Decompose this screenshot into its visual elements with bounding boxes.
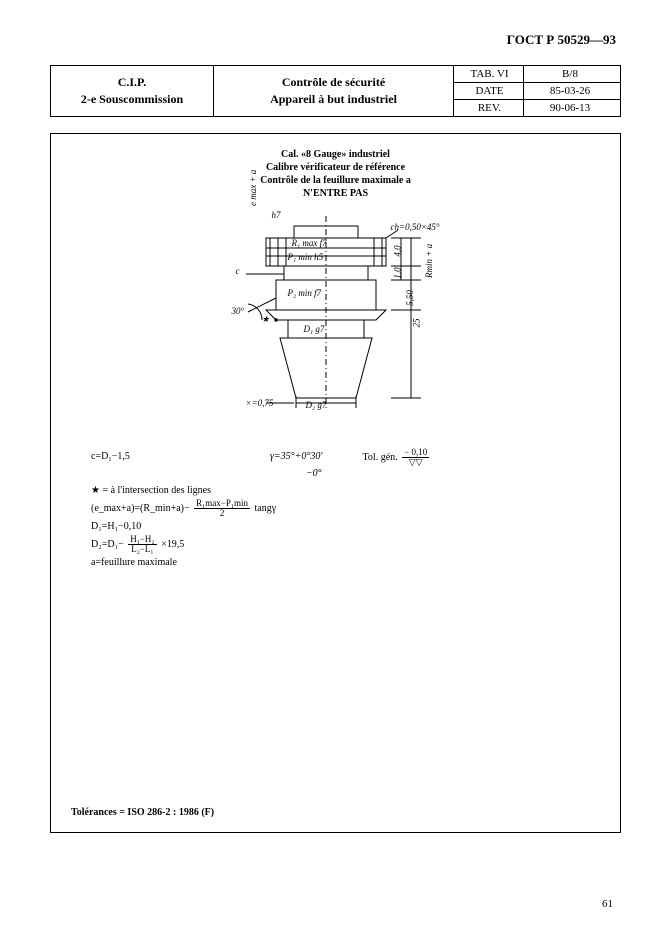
main-content-box: Cal. «8 Gauge» industriel Calibre vérifi… bbox=[50, 133, 621, 833]
caption-line3: Contrôle de la feuillure maximale a bbox=[260, 175, 411, 186]
label-p2min: P₂ min f7 bbox=[288, 288, 322, 298]
technical-diagram: e max + a h7 R₁ max f7 ch=0,50×45° P₁ mi… bbox=[206, 208, 466, 438]
label-emax: e max + a bbox=[248, 170, 258, 206]
header-left-cell: C.I.P. 2-e Souscommission bbox=[51, 66, 214, 117]
label-25: 25 bbox=[411, 319, 421, 328]
formula-row-1: c=D₁−1,5 γ=35°+0°30' −0° Tol. gén. − 0,1… bbox=[91, 448, 600, 482]
title-line2: Appareil à but industriel bbox=[270, 92, 397, 106]
document-id: ГОСТ Р 50529—93 bbox=[507, 32, 616, 48]
label-k075: ×=0,75 bbox=[246, 398, 274, 408]
gamma-text: γ=35°+0°30' bbox=[270, 451, 323, 462]
formula-block: c=D₁−1,5 γ=35°+0°30' −0° Tol. gén. − 0,1… bbox=[91, 448, 600, 571]
caption-line1: Cal. «8 Gauge» industriel bbox=[281, 149, 390, 160]
header-center-cell: Contrôle de sécurité Appareil à but indu… bbox=[214, 66, 454, 117]
date-value: 85-03-26 bbox=[524, 83, 621, 100]
f3-left: (e_max+a)=(R_min+a)− bbox=[91, 503, 190, 514]
tolerance-note: Tolérances = ISO 286-2 : 1986 (F) bbox=[71, 807, 214, 818]
figure-caption: Cal. «8 Gauge» industriel Calibre vérifi… bbox=[71, 148, 600, 200]
formula-c: c=D₁−1,5 bbox=[91, 448, 130, 482]
label-d1: D₁ g7 bbox=[304, 324, 325, 334]
tolg-bot: ▽▽ bbox=[402, 458, 429, 467]
label-ch: ch=0,50×45° bbox=[391, 222, 440, 232]
label-40: 4,0 bbox=[392, 245, 402, 256]
label-d2: D₂ g7 bbox=[306, 400, 327, 410]
tab-label: TAB. VI bbox=[454, 66, 524, 83]
formula-gamma: γ=35°+0°30' −0° bbox=[270, 448, 323, 482]
label-h7: h7 bbox=[272, 210, 281, 220]
label-550: 5,50 bbox=[404, 290, 414, 306]
f3-fraction: R₁max−P₁min 2 bbox=[194, 499, 250, 518]
caption-line4: N'ENTRE PAS bbox=[303, 188, 368, 199]
label-rmin: Rmin + a bbox=[424, 244, 434, 278]
formula-emax: (e_max+a)=(R_min+a)− R₁max−P₁min 2 tangγ bbox=[91, 499, 600, 518]
tol-gen: Tol. gén. − 0,10 ▽▽ bbox=[363, 448, 430, 482]
f5-den: L₂−L₁ bbox=[128, 545, 156, 554]
label-10: 1,0 bbox=[392, 267, 402, 278]
rev-label: REV. bbox=[454, 100, 524, 117]
label-c: c bbox=[236, 266, 240, 276]
label-star: ★ bbox=[262, 314, 270, 325]
cip-label: C.I.P. bbox=[118, 75, 147, 89]
f5-left: D₂=D₁− bbox=[91, 539, 124, 550]
f3-right: tangγ bbox=[255, 503, 277, 514]
header-table: C.I.P. 2-e Souscommission Contrôle de sé… bbox=[50, 65, 621, 117]
tab-value: B/8 bbox=[524, 66, 621, 83]
label-r1max: R₁ max f7 bbox=[292, 238, 327, 248]
f5-right: ×19,5 bbox=[161, 539, 184, 550]
rev-value: 90-06-13 bbox=[524, 100, 621, 117]
label-30deg: 30° bbox=[232, 306, 245, 316]
caption-line2: Calibre vérificateur de référence bbox=[266, 162, 405, 173]
date-label: DATE bbox=[454, 83, 524, 100]
souscommission-label: 2-e Souscommission bbox=[81, 92, 183, 106]
formula-d2: D₂=D₁− H₁−H₂ L₂−L₁ ×19,5 bbox=[91, 535, 600, 554]
gamma-text2: −0° bbox=[306, 468, 322, 479]
tolg-fraction: − 0,10 ▽▽ bbox=[402, 448, 429, 468]
f5-fraction: H₁−H₂ L₂−L₁ bbox=[128, 535, 156, 554]
page: ГОСТ Р 50529—93 C.I.P. 2-e Souscommissio… bbox=[0, 0, 661, 935]
formula-star: ★ = à l'intersection des lignes bbox=[91, 482, 600, 499]
formula-d1: D₁=H₁−0,10 bbox=[91, 518, 600, 535]
tolg-label: Tol. gén. bbox=[363, 452, 401, 463]
page-number: 61 bbox=[602, 898, 613, 910]
label-p1min: P₁ min h5 bbox=[288, 252, 324, 262]
title-line1: Contrôle de sécurité bbox=[282, 75, 385, 89]
formula-a: a=feuillure maximale bbox=[91, 554, 600, 571]
gauge-svg bbox=[206, 208, 466, 438]
f3-den: 2 bbox=[194, 509, 250, 518]
